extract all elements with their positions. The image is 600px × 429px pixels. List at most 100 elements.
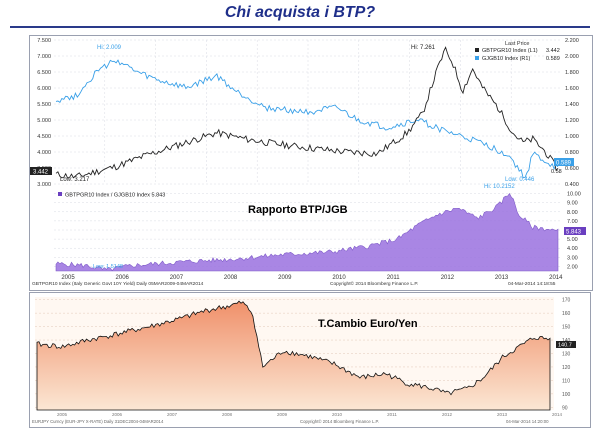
slide-title: Chi acquista i BTP? xyxy=(224,4,376,21)
fx-footer-mid: Copyright© 2014 Bloomberg Finance L.P. xyxy=(300,419,379,424)
fx-x-label: 2010 xyxy=(332,412,343,417)
legend-swatch-btp xyxy=(475,48,479,52)
fx-right-axis: 17016015014013012011010090 xyxy=(562,298,571,412)
top-right-tick: 0.400 xyxy=(565,182,579,188)
fx-tick: 100 xyxy=(562,392,571,398)
ratio-tick: 8.00 xyxy=(567,210,578,216)
ratio-area xyxy=(55,192,559,272)
ratio-footer-left: GBTPGR10 Index (Italy Generic Govt 10Y Y… xyxy=(32,281,204,287)
top-left-tick: 6.000 xyxy=(37,86,51,92)
top-right-tick: 0.800 xyxy=(565,150,579,156)
top-right-tick: 1.000 xyxy=(565,134,579,140)
ratio-x-label: 2014 xyxy=(549,275,563,281)
fx-x-axis: 2005 2006 2007 2008 2009 2010 2011 2012 2013 2014 xyxy=(57,412,563,417)
ratio-footer-right: 04-Mar-2014 14:18:55 xyxy=(508,281,556,287)
title-divider xyxy=(10,26,590,28)
fx-x-label: 2007 xyxy=(167,412,178,417)
ratio-x-label: 2010 xyxy=(332,275,346,281)
top-left-tick: 7.000 xyxy=(37,54,51,60)
top-right-tick: 1.600 xyxy=(565,86,579,92)
top-right-tick: 1.400 xyxy=(565,102,579,108)
top-left-tick: 3.000 xyxy=(37,182,51,188)
top-right-tick: 2.200 xyxy=(565,38,579,44)
legend-item-jgb: GJGB10 Index (R1) xyxy=(482,56,530,62)
fx-x-label: 2005 xyxy=(57,412,68,417)
ratio-tick: 9.00 xyxy=(567,201,578,207)
last-price-jgb: 0.589 xyxy=(556,161,572,167)
top-left-axis: 7.500 7.000 6.500 6.000 5.500 5.000 4.500 4.000… xyxy=(37,38,51,188)
fx-x-label: 2006 xyxy=(112,412,123,417)
fx-x-label: 2011 xyxy=(387,412,397,417)
ratio-last-value: 5.843 xyxy=(566,230,582,236)
legend-item-btp: GBTPGR10 Index (L1) xyxy=(482,48,538,54)
legend-value-jgb: 0.589 xyxy=(546,56,560,62)
ratio-hi-annotation: Hi: 10.2152 xyxy=(484,184,515,190)
ratio-tick: 7.00 xyxy=(567,219,578,225)
ratio-x-label: 2008 xyxy=(224,275,238,281)
fx-x-label: 2013 xyxy=(497,412,508,417)
ratio-last-tag xyxy=(564,227,586,235)
ratio-tick: 4.00 xyxy=(567,246,578,252)
top-right-axis: 2.200 2.000 1.800 1.600 1.400 1.200 1.000 0.800… xyxy=(565,38,579,188)
legend-swatch-jgb xyxy=(475,56,479,60)
annotation-low-btp: Low: 3.217 xyxy=(60,177,90,183)
fx-footer-right: 04-Mar-2014 14:20:00 xyxy=(506,419,549,424)
ratio-x-label: 2012 xyxy=(441,275,455,281)
ratio-tick: 5.00 xyxy=(567,237,578,243)
last-price-tag-btp xyxy=(30,167,52,175)
fx-x-label: 2009 xyxy=(277,412,288,417)
top-right-tick: 2.000 xyxy=(565,54,579,60)
top-right-tick: 0.600 xyxy=(565,166,579,172)
fx-tick: 170 xyxy=(562,298,571,304)
fx-area xyxy=(36,300,551,411)
btp-series-line xyxy=(55,46,559,179)
fx-tick: 110 xyxy=(562,378,570,384)
ratio-legend: GBTPGR10 Index / GJGB10 Index 5.843 xyxy=(65,193,165,199)
top-grid xyxy=(54,39,562,185)
legend-header: Last Price xyxy=(505,41,529,47)
ratio-x-axis: 2005 2006 2007 2008 2009 2010 2011 2012 2013 2014 xyxy=(61,275,563,281)
top-left-tick: 5.000 xyxy=(37,118,51,124)
fx-x-label: 2008 xyxy=(222,412,233,417)
fx-tick: 90 xyxy=(562,405,568,411)
ratio-tick: 3.00 xyxy=(567,255,578,261)
top-left-tick: 6.500 xyxy=(37,70,51,76)
annotation-hi-jgb: Hi: 2.009 xyxy=(97,45,122,51)
ratio-footer-mid: Copyright© 2014 Bloomberg Finance L.P. xyxy=(330,280,418,287)
ratio-low-annotation: Low: 1.5148 xyxy=(93,264,123,270)
top-left-tick: 4.000 xyxy=(37,150,51,156)
fx-tick: 160 xyxy=(562,311,571,317)
ratio-chart-label: Rapporto BTP/JGB xyxy=(248,204,348,216)
ratio-x-label: 2006 xyxy=(116,275,130,281)
fx-tick: 120 xyxy=(562,365,571,371)
ratio-x-label: 2013 xyxy=(495,275,509,281)
fx-chart-label: T.Cambio Euro/Yen xyxy=(318,318,418,330)
fx-footer-left: EURJPY Curncy (EUR-JPY X-RATE) Daily 31D… xyxy=(32,419,164,424)
top-left-tick: 5.500 xyxy=(37,102,51,108)
fx-tick: 150 xyxy=(562,325,571,331)
fx-last-tag xyxy=(556,341,576,348)
ratio-tick: 2.00 xyxy=(567,264,578,270)
last-price-jgb-secondary: 0.58 xyxy=(551,169,562,175)
ratio-x-label: 2007 xyxy=(170,275,184,281)
annotation-low-jgb: Low: 0.446 xyxy=(505,177,535,183)
ratio-legend-swatch xyxy=(58,192,62,196)
last-price-btp: 3.442 xyxy=(33,170,49,176)
jgb-series-line xyxy=(55,59,559,179)
top-left-tick: 7.500 xyxy=(37,38,51,44)
ratio-x-label: 2011 xyxy=(387,275,401,281)
legend-value-btp: 3.442 xyxy=(546,48,560,54)
annotation-hi-btp: Hi: 7.261 xyxy=(411,45,436,51)
fx-x-label: 2012 xyxy=(442,412,453,417)
top-left-tick: 4.500 xyxy=(37,134,51,140)
ratio-x-label: 2009 xyxy=(278,275,292,281)
top-right-tick: 1.800 xyxy=(565,70,579,76)
fx-last-value: 140.7 xyxy=(558,343,572,349)
fx-x-label: 2014 xyxy=(552,412,563,417)
top-right-tick: 1.200 xyxy=(565,118,579,124)
ratio-x-label: 2005 xyxy=(61,275,75,281)
last-price-tag-jgb xyxy=(554,158,574,166)
fx-tick: 130 xyxy=(562,352,571,358)
ratio-tick: 10.00 xyxy=(567,192,581,198)
